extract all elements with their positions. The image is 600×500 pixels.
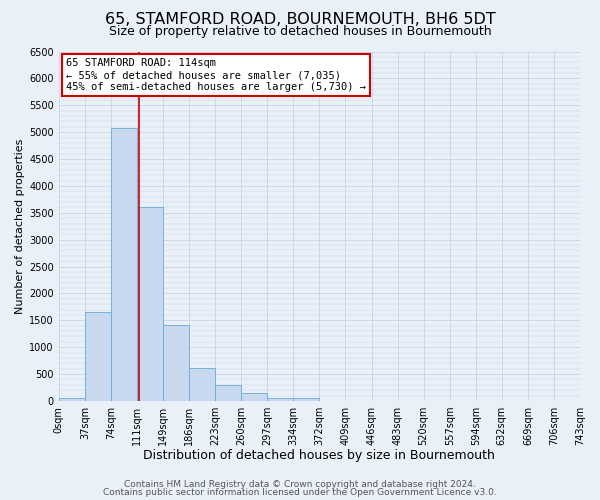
Bar [85, 312, 111, 401]
Text: 65, STAMFORD ROAD, BOURNEMOUTH, BH6 5DT: 65, STAMFORD ROAD, BOURNEMOUTH, BH6 5DT [104, 12, 496, 28]
Bar [241, 393, 267, 401]
Text: Contains public sector information licensed under the Open Government Licence v3: Contains public sector information licen… [103, 488, 497, 497]
Bar [59, 398, 85, 401]
Bar [293, 398, 319, 401]
Y-axis label: Number of detached properties: Number of detached properties [15, 138, 25, 314]
Bar [189, 368, 215, 401]
Text: Contains HM Land Registry data © Crown copyright and database right 2024.: Contains HM Land Registry data © Crown c… [124, 480, 476, 489]
Bar [163, 324, 189, 401]
Text: Size of property relative to detached houses in Bournemouth: Size of property relative to detached ho… [109, 25, 491, 38]
Bar [111, 128, 137, 401]
Bar [267, 398, 293, 401]
Bar [215, 385, 241, 401]
Text: 65 STAMFORD ROAD: 114sqm
← 55% of detached houses are smaller (7,035)
45% of sem: 65 STAMFORD ROAD: 114sqm ← 55% of detach… [66, 58, 366, 92]
Bar [137, 208, 163, 401]
X-axis label: Distribution of detached houses by size in Bournemouth: Distribution of detached houses by size … [143, 450, 496, 462]
